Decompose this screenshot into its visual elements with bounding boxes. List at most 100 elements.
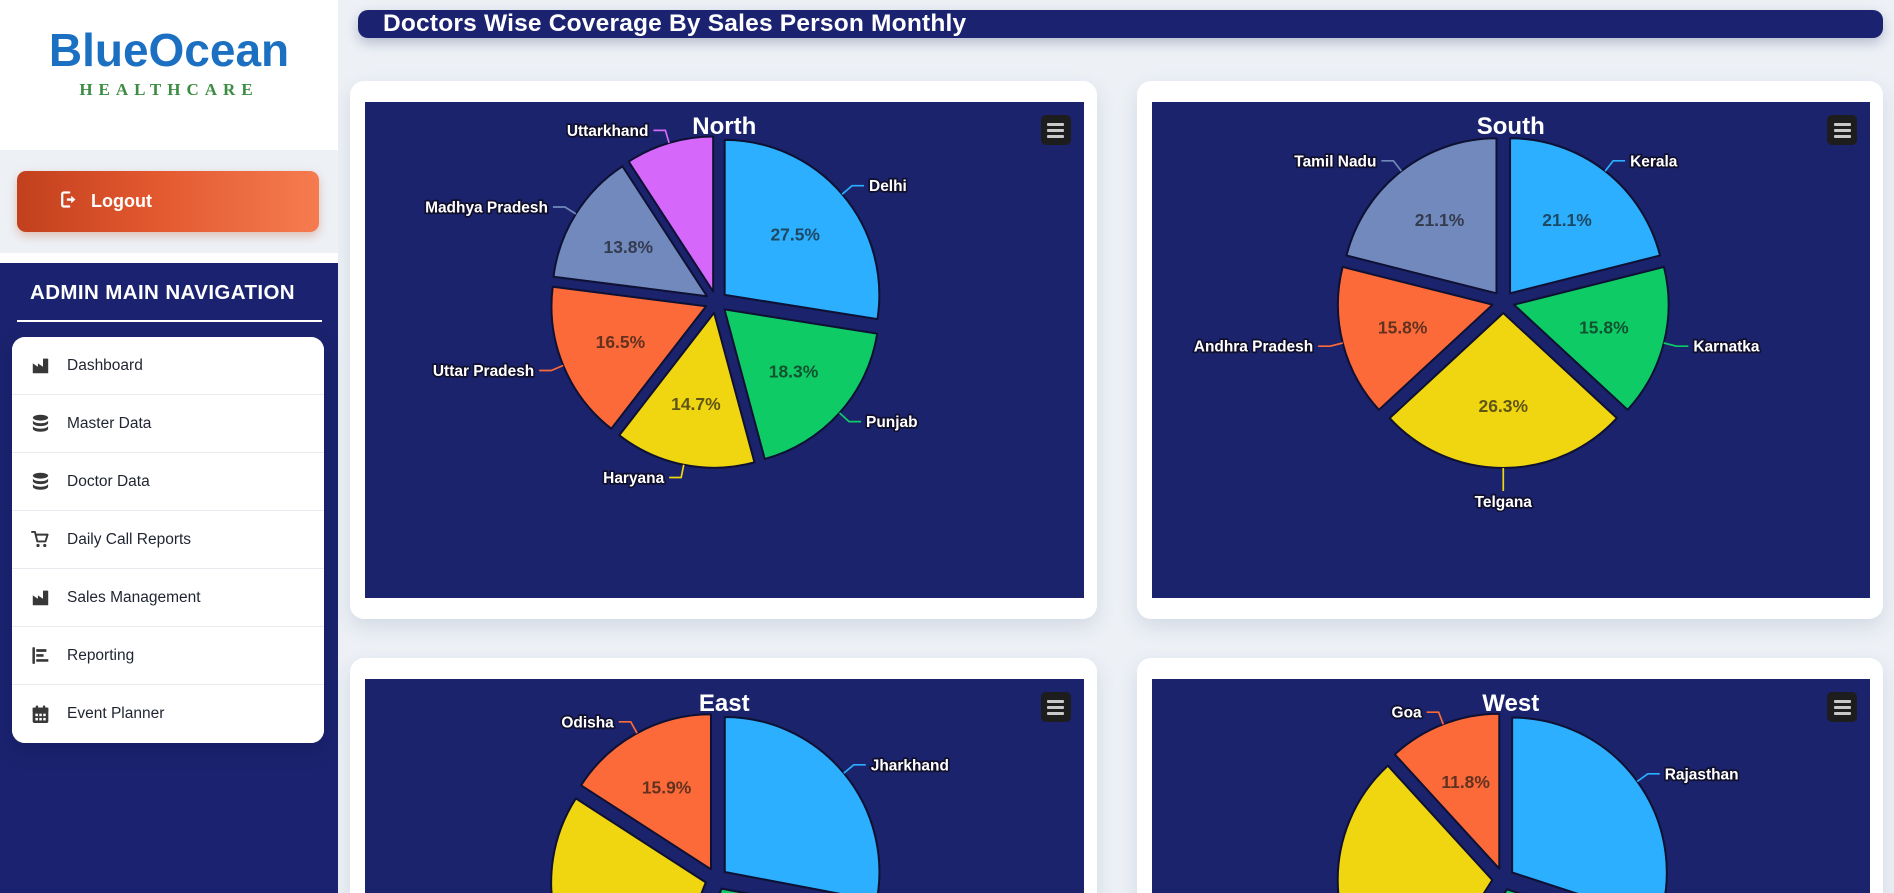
label-connector <box>1317 342 1343 348</box>
hamburger-icon <box>1047 699 1064 703</box>
hamburger-icon <box>1833 122 1851 126</box>
calendar-icon <box>31 704 50 724</box>
pie-slice-name-label: Rajasthan <box>1664 766 1738 783</box>
chart-card-north: 27.5% Delhi 18.3% Punjab 14.7% Haryana 16.5% Ut… <box>350 81 1097 619</box>
pie-slice-delhi[interactable] <box>723 138 881 321</box>
database-icon <box>31 472 50 491</box>
pie-chart-south: 21.1% Kerala 15.8% Karnatka 26.3% Telgana 15.8… <box>1192 137 1761 513</box>
pie-slice-odisha[interactable] <box>580 713 712 871</box>
pie-slice-madhya-pradesh[interactable] <box>552 165 708 298</box>
label-connector <box>838 412 862 423</box>
pie-slice-slice-1[interactable] <box>665 887 873 893</box>
pie-slice-kerala[interactable] <box>1508 137 1661 295</box>
database-icon <box>31 414 50 433</box>
pie-slice-jharkhand[interactable] <box>723 716 881 893</box>
main-content: Doctors Wise Coverage By Sales Person Mo… <box>338 0 1894 893</box>
hamburger-icon <box>1833 699 1851 703</box>
pie-slice-punjab[interactable] <box>723 308 879 460</box>
chart-context-menu-button[interactable] <box>1040 692 1071 722</box>
nav-header: ADMIN MAIN NAVIGATION <box>30 281 296 304</box>
pie-slice-name-label: Kerala <box>1630 153 1678 170</box>
hamburger-icon <box>1833 711 1851 715</box>
label-connector <box>1636 772 1660 783</box>
chart-title: North <box>692 113 757 140</box>
label-connector <box>618 720 638 734</box>
chart-card-east: Jharkhand 15.9% Odisha East <box>350 658 1097 893</box>
brand-name: BlueOcean <box>48 24 290 76</box>
logout-label: Logout <box>91 191 152 211</box>
chart-context-menu-button[interactable] <box>1827 692 1857 722</box>
hamburger-icon <box>1047 128 1064 132</box>
chart-plot-north: 27.5% Delhi 18.3% Punjab 14.7% Haryana 16.5% Ut… <box>365 102 1084 598</box>
pie-slice-telgana[interactable] <box>1388 312 1618 469</box>
sidebar-menu: Dashboard Master Data Doctor Data Daily Cal… <box>12 337 324 743</box>
sidebar-item-label: Master Data <box>67 414 152 432</box>
sidebar-item-event-planner[interactable]: Event Planner <box>12 685 324 743</box>
label-connector <box>669 464 685 479</box>
chart-plot-south: 21.1% Kerala 15.8% Karnatka 26.3% Telgana 15.8… <box>1151 102 1870 598</box>
pie-percent-label: 15.9% <box>642 778 692 798</box>
chart-title: South <box>1476 113 1545 140</box>
pie-slice-goa[interactable] <box>1393 712 1500 870</box>
pie-chart-west: Rajasthan 11.8% Goa <box>1336 703 1740 893</box>
sidebar-item-doctor-data[interactable]: Doctor Data <box>12 453 324 511</box>
sidebar-item-label: Sales Management <box>67 588 201 606</box>
chart-context-menu-button[interactable] <box>1040 115 1071 145</box>
pie-slice-name-label: Odisha <box>561 714 614 731</box>
label-connector <box>1426 711 1444 725</box>
label-connector <box>552 206 577 215</box>
pie-slice-slice-2[interactable] <box>1336 764 1493 893</box>
logout-button[interactable]: Logout <box>17 171 319 232</box>
pie-slice-name-label: Delhi <box>869 178 907 195</box>
pie-slice-name-label: Uttar Pradesh <box>433 363 534 380</box>
label-connector <box>841 184 865 195</box>
charts-grid: 27.5% Delhi 18.3% Punjab 14.7% Haryana 16.5% Ut… <box>350 81 1883 893</box>
sidebar: BlueOcean HEALTHCARE Logout ADMIN MAIN N… <box>0 0 338 893</box>
hamburger-icon <box>1833 134 1851 138</box>
pie-slice-rajasthan[interactable] <box>1510 716 1668 893</box>
pie-percent-label: 18.3% <box>769 361 819 381</box>
logout-band: Logout <box>0 150 338 253</box>
pie-percent-label: 27.5% <box>770 224 820 244</box>
logo: BlueOcean HEALTHCARE <box>0 0 338 150</box>
nav-divider <box>17 320 322 322</box>
pie-slice-name-label: Karnatka <box>1693 339 1760 356</box>
industry-icon <box>31 588 50 607</box>
chart-context-menu-button[interactable] <box>1827 115 1857 145</box>
pie-slice-haryana[interactable] <box>618 311 756 469</box>
pie-slice-name-label: Tamil Nadu <box>1294 153 1376 170</box>
hamburger-icon <box>1047 705 1064 709</box>
hamburger-icon <box>1833 128 1851 132</box>
pie-slice-name-label: Punjab <box>866 414 918 431</box>
pie-slice-slice-1[interactable] <box>1424 888 1654 893</box>
pie-percent-label: 26.3% <box>1478 396 1528 416</box>
pie-percent-label: 21.1% <box>1542 210 1592 230</box>
pie-slice-uttarkhand[interactable] <box>627 135 715 293</box>
pie-slice-slice-2[interactable] <box>550 797 707 893</box>
industry-icon <box>31 356 50 375</box>
pie-slice-tamil-nadu[interactable] <box>1344 137 1497 295</box>
sidebar-item-daily-call-reports[interactable]: Daily Call Reports <box>12 511 324 569</box>
chart-plot-east: Jharkhand 15.9% Odisha East <box>365 679 1084 893</box>
chart-title: West <box>1482 690 1540 717</box>
pie-slice-name-label: Andhra Pradesh <box>1193 339 1312 356</box>
label-connector <box>653 129 670 144</box>
chart-card-west: Rajasthan 11.8% Goa West <box>1136 658 1883 893</box>
pie-percent-label: 11.8% <box>1441 772 1490 792</box>
sidebar-item-sales-management[interactable]: Sales Management <box>12 569 324 627</box>
pie-slice-andhra-pradesh[interactable] <box>1336 265 1494 411</box>
pie-percent-label: 15.8% <box>1377 318 1427 338</box>
label-connector <box>1380 159 1402 172</box>
hamburger-icon <box>1047 711 1064 715</box>
label-connector <box>539 364 564 372</box>
sidebar-item-dashboard[interactable]: Dashboard <box>12 337 324 395</box>
pie-slice-name-label: Madhya Pradesh <box>425 199 548 216</box>
pie-slice-karnatka[interactable] <box>1512 265 1670 411</box>
sidebar-item-label: Event Planner <box>67 705 165 722</box>
label-connector <box>1663 342 1688 348</box>
pie-slice-uttar-pradesh[interactable] <box>550 285 708 430</box>
chart-title: East <box>698 690 750 717</box>
sidebar-item-master-data[interactable]: Master Data <box>12 395 324 453</box>
pie-slice-name-label: Jharkhand <box>871 757 949 774</box>
sidebar-item-reporting[interactable]: Reporting <box>12 627 324 685</box>
